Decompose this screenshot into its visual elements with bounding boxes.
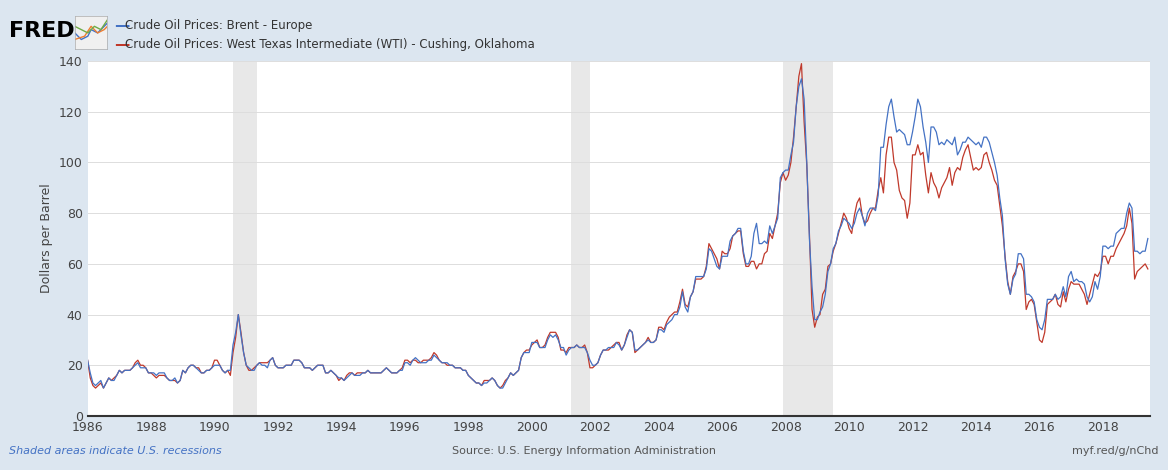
Text: Source: U.S. Energy Information Administration: Source: U.S. Energy Information Administ… xyxy=(452,446,716,456)
Text: Shaded areas indicate U.S. recessions: Shaded areas indicate U.S. recessions xyxy=(9,446,222,456)
Text: myf.red/g/nChd: myf.red/g/nChd xyxy=(1072,446,1159,456)
Y-axis label: Dollars per Barrel: Dollars per Barrel xyxy=(41,184,54,293)
Bar xyxy=(571,61,590,416)
Text: Crude Oil Prices: Brent - Europe: Crude Oil Prices: Brent - Europe xyxy=(125,19,312,32)
Text: —: — xyxy=(114,37,130,52)
Text: —: — xyxy=(114,18,130,33)
Bar xyxy=(232,61,257,416)
Text: FRED: FRED xyxy=(9,21,75,40)
Bar xyxy=(783,61,833,416)
Text: Crude Oil Prices: West Texas Intermediate (WTI) - Cushing, Oklahoma: Crude Oil Prices: West Texas Intermediat… xyxy=(125,38,535,51)
